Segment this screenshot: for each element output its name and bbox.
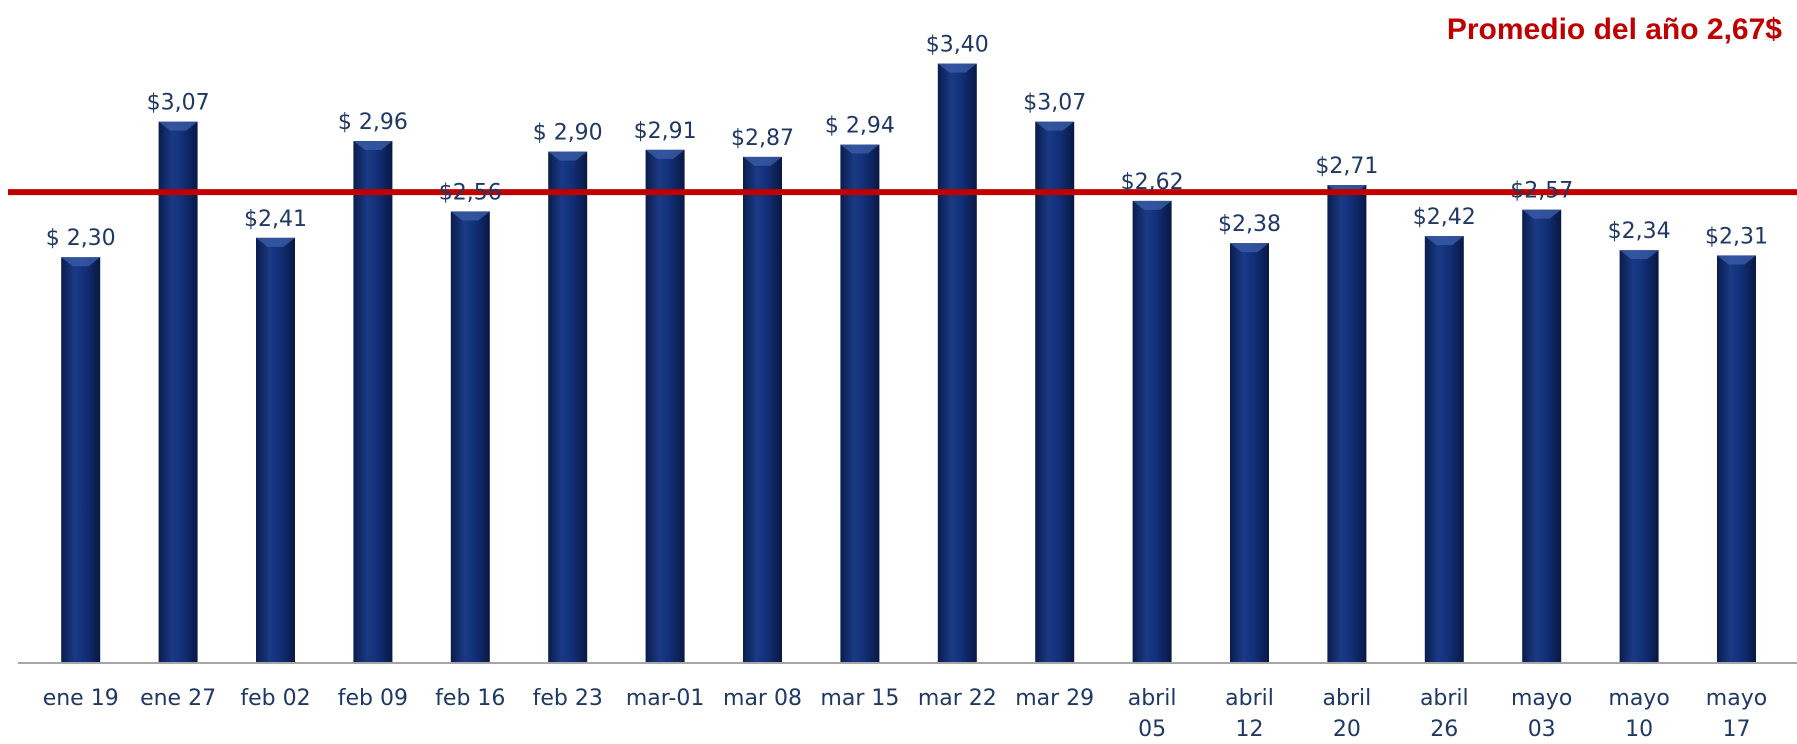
data-label: $ 2,30: [46, 226, 116, 251]
x-tick-label: feb 02: [240, 686, 310, 711]
data-label: $2,42: [1413, 205, 1476, 230]
data-label: $2,56: [439, 180, 502, 205]
average-label: Promedio del año 2,67$: [1447, 13, 1782, 46]
data-label: $2,57: [1510, 179, 1573, 204]
data-label: $ 2,90: [533, 121, 603, 146]
bar-bevel: [353, 141, 393, 151]
x-tick-label: mayo 03: [1511, 686, 1572, 742]
data-label: $2,71: [1315, 154, 1378, 179]
x-tick-label: mayo 10: [1608, 686, 1669, 742]
bar: [1327, 185, 1367, 662]
x-tick-label: abril 20: [1323, 686, 1372, 742]
x-tick-label: abril 12: [1225, 686, 1274, 742]
x-tick-label: abril 05: [1128, 686, 1177, 742]
bar-bevel: [61, 257, 101, 267]
bar-bevel: [548, 151, 588, 161]
bar: [450, 211, 490, 662]
data-label: $2,38: [1218, 212, 1281, 237]
bar-bevel: [1522, 209, 1562, 219]
bar: [1619, 250, 1659, 662]
bar-bevel: [256, 237, 295, 247]
data-label: $2,91: [634, 119, 697, 144]
bar-bevel: [1132, 200, 1172, 210]
bar-bevel: [1619, 250, 1659, 260]
x-tick-label: mar 15: [820, 686, 899, 711]
x-tick-label: mar 29: [1015, 686, 1094, 711]
bar: [256, 237, 295, 663]
data-label: $2,87: [731, 126, 794, 151]
bar-bevel: [158, 121, 198, 131]
bar: [743, 156, 782, 662]
bar-bevel: [743, 156, 782, 166]
bar-bevel: [1717, 255, 1756, 265]
bar: [158, 121, 198, 662]
data-label: $3,40: [926, 33, 989, 58]
x-tick-label: feb 09: [338, 686, 408, 711]
x-tick-label: mar 22: [918, 686, 997, 711]
bar-bevel: [1035, 121, 1075, 131]
data-label: $2,41: [244, 207, 307, 232]
bar-bevel: [937, 63, 977, 73]
x-tick-label: feb 16: [435, 686, 505, 711]
data-label: $2,34: [1608, 219, 1671, 244]
bar-bevel: [450, 211, 490, 221]
bar: [1424, 236, 1464, 662]
bars-group: [61, 63, 1756, 663]
bar: [353, 141, 393, 662]
x-tick-label: feb 23: [533, 686, 603, 711]
bar-bevel: [1424, 236, 1464, 246]
x-tick-label: abril 26: [1420, 686, 1469, 742]
bar: [1522, 209, 1562, 662]
bar: [1132, 200, 1172, 662]
x-tick-label: mar-01: [626, 686, 704, 711]
bar-bevel: [1230, 243, 1269, 253]
data-label: $3,07: [147, 91, 210, 116]
bar: [548, 151, 588, 662]
data-label: $2,31: [1705, 224, 1768, 249]
bar-bevel: [840, 144, 880, 154]
x-tick-label: ene 27: [140, 686, 216, 711]
x-tick-label: ene 19: [43, 686, 119, 711]
data-labels-group: $ 2,30 $3,07 $2,41 $ 2,96 $2,56 $ 2,90 $2,91 $2…: [46, 33, 1768, 252]
bar: [1035, 121, 1075, 662]
bar-bevel: [645, 149, 685, 159]
data-label: $ 2,96: [338, 110, 408, 135]
data-label: $2,62: [1121, 170, 1184, 195]
bar: [1230, 243, 1269, 662]
data-label: $ 2,94: [825, 114, 895, 139]
bar: [1717, 255, 1756, 662]
bar: [645, 149, 685, 663]
data-label: $3,07: [1023, 91, 1086, 116]
bar: [61, 257, 101, 662]
bar: [937, 63, 977, 663]
x-tick-label: mayo 17: [1706, 686, 1767, 742]
x-tick-labels-group: ene 19 ene 27 feb 02 feb 09 feb 16 feb 23 mar-…: [43, 686, 1768, 742]
bar: [840, 144, 880, 663]
x-tick-label: mar 08: [723, 686, 802, 711]
